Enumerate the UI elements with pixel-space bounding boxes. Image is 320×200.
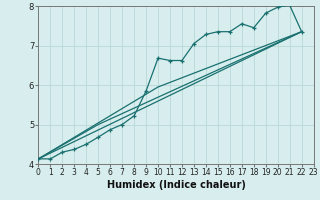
X-axis label: Humidex (Indice chaleur): Humidex (Indice chaleur) bbox=[107, 180, 245, 190]
